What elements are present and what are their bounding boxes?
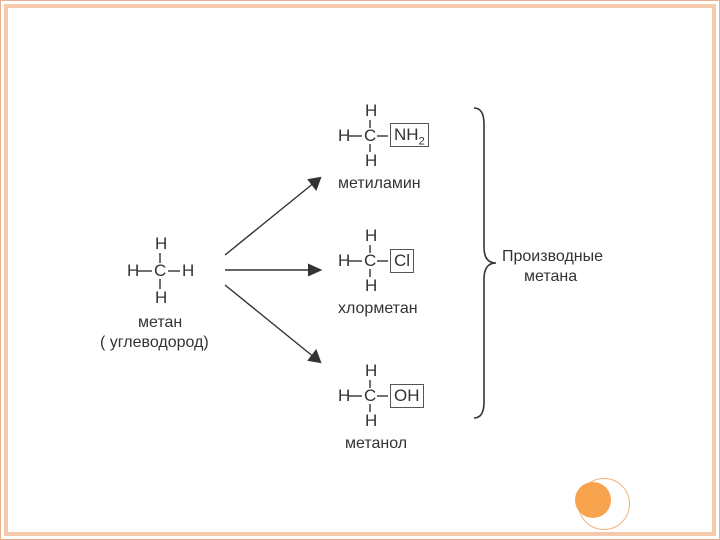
p3-h-top: H xyxy=(365,361,377,381)
atom-h-left: H xyxy=(127,261,139,281)
methane-label-1: метан xyxy=(138,314,182,332)
p2-group-box: Cl xyxy=(390,249,414,273)
atom-h-bot: H xyxy=(155,288,167,308)
methane-label-2: ( углеводород) xyxy=(100,334,209,352)
accent-circle-fill xyxy=(575,482,611,518)
p1-group-text: NH xyxy=(394,125,419,144)
p3-label: метанол xyxy=(345,435,407,453)
p1-h-left: H xyxy=(338,126,350,146)
p1-label: метиламин xyxy=(338,175,421,193)
p1-c: C xyxy=(364,126,376,146)
p2-label: хлорметан xyxy=(338,300,418,318)
atom-c: C xyxy=(154,261,166,281)
p1-h-top: H xyxy=(365,101,377,121)
p3-c: C xyxy=(364,386,376,406)
atom-h-right: H xyxy=(182,261,194,281)
p2-h-left: H xyxy=(338,251,350,271)
atom-h-top: H xyxy=(155,234,167,254)
p3-h-bot: H xyxy=(365,411,377,431)
p2-h-top: H xyxy=(365,226,377,246)
p3-h-left: H xyxy=(338,386,350,406)
p3-group-text: OH xyxy=(394,386,420,405)
p1-group-box: NH2 xyxy=(390,123,429,147)
p2-c: C xyxy=(364,251,376,271)
p2-group-text: Cl xyxy=(394,251,410,270)
p2-h-bot: H xyxy=(365,276,377,296)
slide-frame-inner xyxy=(4,4,716,536)
p1-h-bot: H xyxy=(365,151,377,171)
derivatives-label-1: Производные xyxy=(502,248,603,266)
p3-group-box: OH xyxy=(390,384,424,408)
p1-group-sub: 2 xyxy=(419,135,425,147)
derivatives-label-2: метана xyxy=(524,268,577,286)
